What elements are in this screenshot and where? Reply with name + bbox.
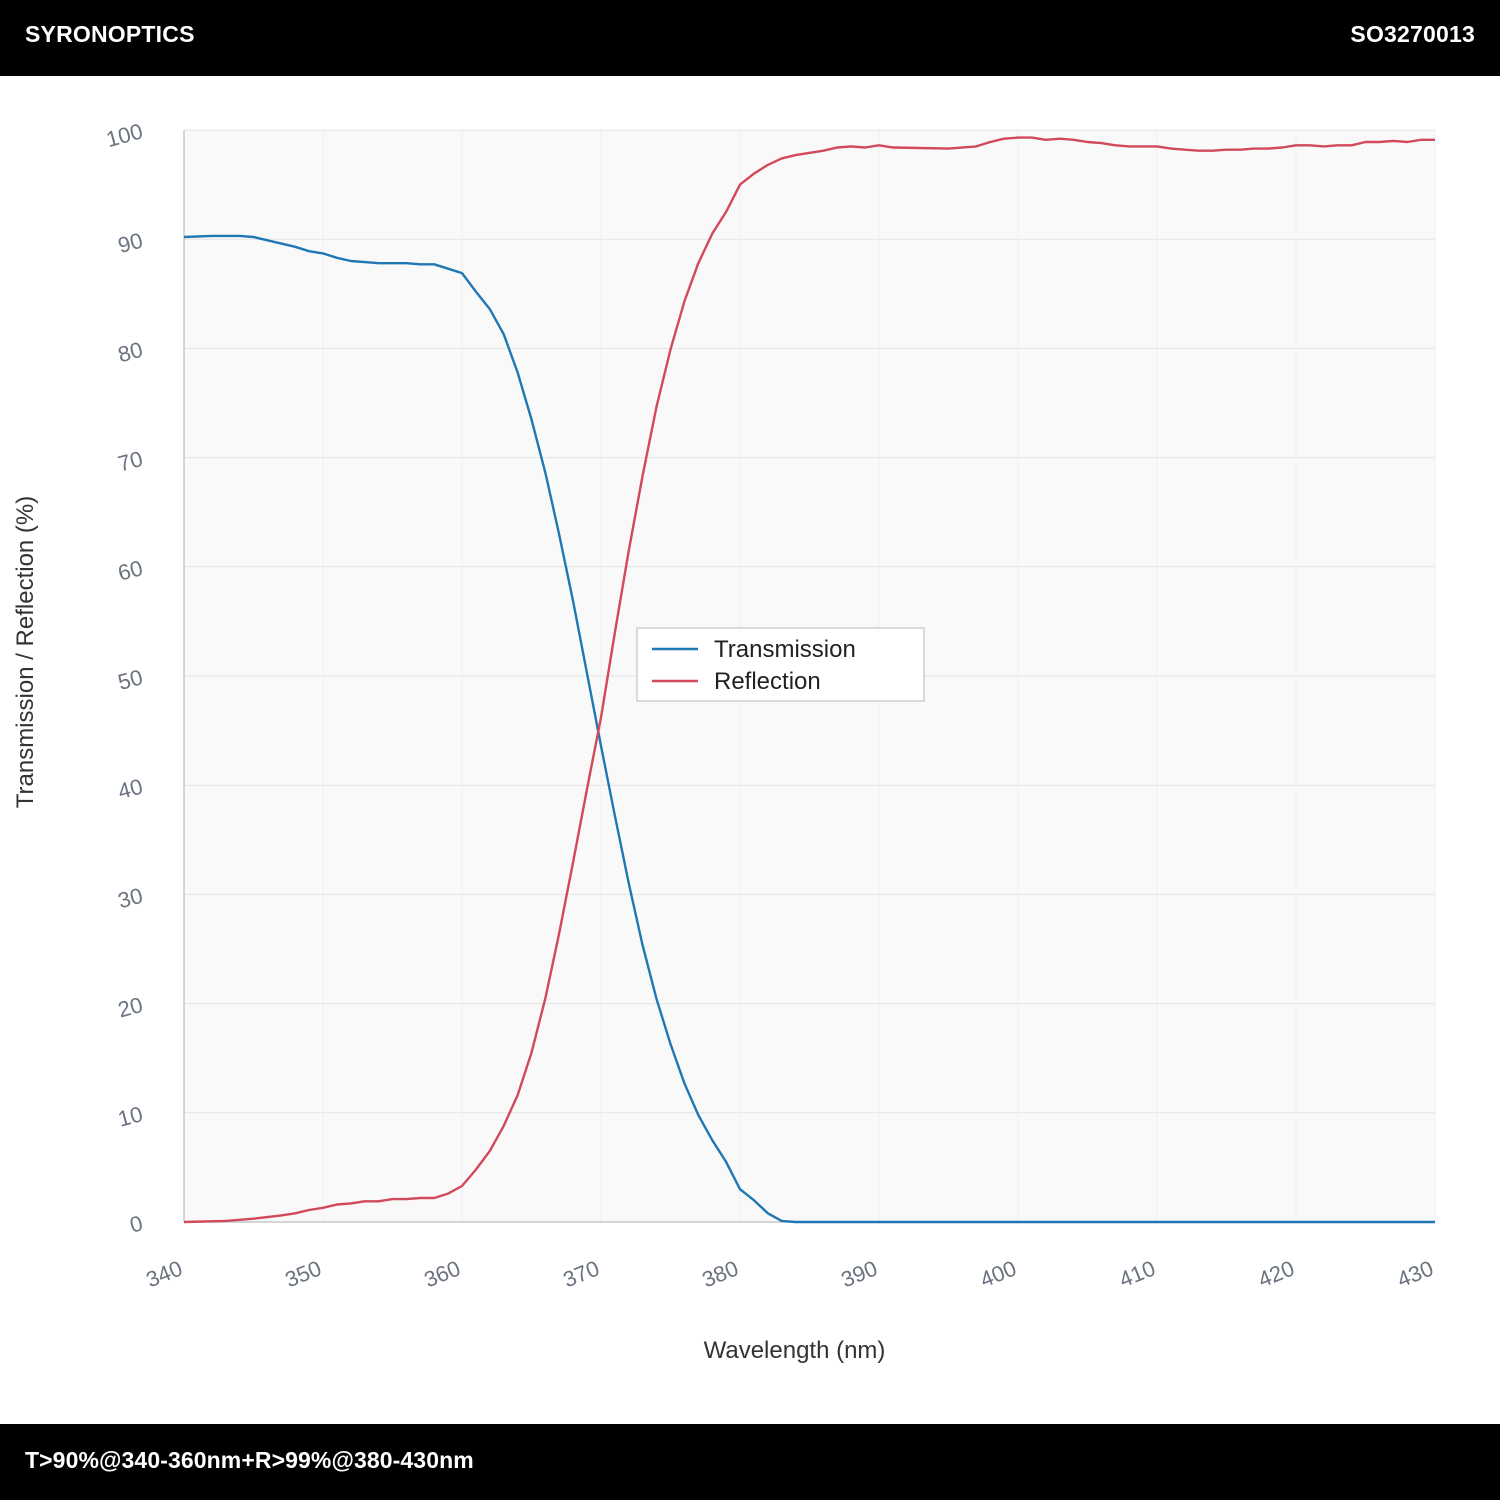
x-tick-label-400: 400 bbox=[976, 1255, 1019, 1292]
y-tick-label-90: 90 bbox=[115, 228, 145, 258]
part-number: SO3270013 bbox=[1350, 21, 1475, 47]
spec-text: T>90%@340-360nm+R>99%@380-430nm bbox=[25, 1447, 474, 1473]
spectrum-chart: 0 10 20 30 40 50 60 70 80 90 100 340 350 360 370 380 390… bbox=[12, 118, 1437, 1364]
header-bar: SYRONOPTICS SO3270013 bbox=[0, 0, 1500, 76]
x-tick-label-420: 420 bbox=[1254, 1255, 1297, 1292]
y-tick-label-50: 50 bbox=[115, 664, 145, 694]
y-tick-label-40: 40 bbox=[115, 774, 145, 804]
y-tick-label-100: 100 bbox=[103, 118, 145, 152]
chart-area: 0 10 20 30 40 50 60 70 80 90 100 340 350 360 370 380 390… bbox=[0, 76, 1500, 1424]
y-tick-label-80: 80 bbox=[115, 337, 145, 367]
series-line-reflection bbox=[183, 136, 1435, 1224]
legend-label-transmission: Transmission bbox=[714, 636, 856, 663]
y-tick-label-60: 60 bbox=[115, 555, 145, 585]
x-tick-label-380: 380 bbox=[698, 1255, 741, 1292]
x-tick-label-340: 340 bbox=[142, 1255, 185, 1292]
y-tick-label-20: 20 bbox=[115, 992, 145, 1022]
y-tick-label-70: 70 bbox=[115, 446, 145, 476]
tick-labels: 0 10 20 30 40 50 60 70 80 90 100 340 350 360 370 380 390… bbox=[103, 118, 1436, 1292]
brand-name: SYRONOPTICS bbox=[25, 21, 195, 47]
data-series bbox=[183, 136, 1435, 1224]
legend: Transmission Reflection bbox=[636, 627, 925, 702]
y-axis-title: Transmission / Reflection (%) bbox=[12, 496, 39, 809]
footer-bar: T>90%@340-360nm+R>99%@380-430nm bbox=[0, 1424, 1500, 1500]
x-tick-label-350: 350 bbox=[281, 1255, 324, 1292]
series-line-transmission bbox=[183, 234, 1435, 1224]
legend-label-reflection: Reflection bbox=[714, 668, 821, 695]
y-tick-label-30: 30 bbox=[115, 883, 145, 913]
x-axis-title: Wavelength (nm) bbox=[704, 1337, 886, 1364]
y-tick-label-0: 0 bbox=[127, 1210, 145, 1237]
x-tick-label-410: 410 bbox=[1115, 1255, 1158, 1292]
x-tick-label-370: 370 bbox=[559, 1255, 602, 1292]
x-tick-label-360: 360 bbox=[420, 1255, 463, 1292]
x-tick-label-430: 430 bbox=[1393, 1255, 1436, 1292]
legend-box bbox=[636, 627, 925, 702]
x-tick-label-390: 390 bbox=[837, 1255, 880, 1292]
y-tick-label-10: 10 bbox=[115, 1101, 145, 1131]
